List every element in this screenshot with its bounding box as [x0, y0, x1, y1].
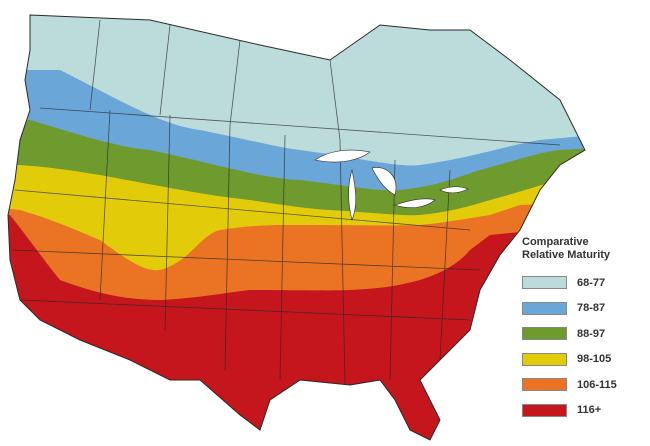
legend-label: 78-87: [577, 302, 606, 315]
legend-swatch: [522, 403, 567, 417]
great-lakes: [314, 149, 469, 221]
legend-swatch: [522, 327, 567, 341]
legend-swatch: [522, 352, 567, 366]
legend: Comparative Relative Maturity 68-77 78-87…: [522, 236, 647, 423]
legend-title-line2: Relative Maturity: [522, 249, 611, 261]
legend-item: 88-97: [522, 321, 647, 347]
legend-swatch: [522, 301, 567, 315]
legend-label: 68-77: [577, 276, 606, 289]
legend-swatch: [522, 276, 567, 290]
legend-title-line1: Comparative: [522, 236, 589, 248]
legend-item: 68-77: [522, 270, 647, 296]
legend-item: 106-115: [522, 372, 647, 398]
legend-item: 98-105: [522, 347, 647, 373]
legend-label: 116+: [577, 404, 602, 417]
legend-item: 78-87: [522, 296, 647, 322]
legend-swatch: [522, 378, 567, 392]
legend-item: 116+: [522, 398, 647, 424]
legend-label: 106-115: [577, 378, 617, 391]
legend-title: Comparative Relative Maturity: [522, 236, 647, 262]
legend-label: 98-105: [577, 353, 612, 366]
legend-label: 88-97: [577, 327, 606, 340]
state-province-borders: [11, 19, 561, 386]
